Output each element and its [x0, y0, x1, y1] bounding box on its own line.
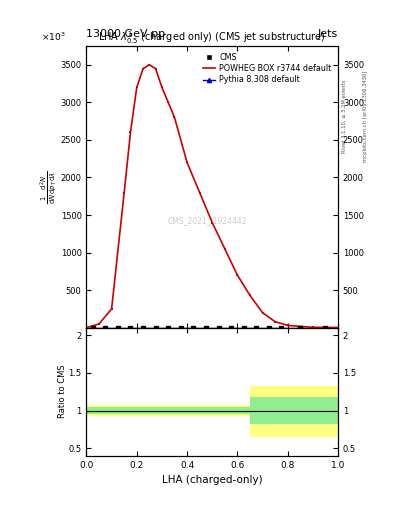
Text: mcplots.cern.ch [arXiv:1306.3436]: mcplots.cern.ch [arXiv:1306.3436]	[363, 71, 368, 162]
Legend: CMS, POWHEG BOX r3744 default, Pythia 8.308 default: CMS, POWHEG BOX r3744 default, Pythia 8.…	[201, 50, 334, 87]
Text: CMS_2021_I1924442: CMS_2021_I1924442	[167, 216, 247, 225]
Title: LHA $\lambda^{1}_{0.5}$ (charged only) (CMS jet substructure): LHA $\lambda^{1}_{0.5}$ (charged only) (…	[98, 29, 326, 46]
Text: 13000 GeV pp: 13000 GeV pp	[86, 29, 165, 39]
Text: $\times 10^3$: $\times 10^3$	[41, 31, 66, 43]
Text: Jets: Jets	[318, 29, 338, 39]
Y-axis label: $\frac{1}{\mathrm{d}N}\frac{\mathrm{d}^2N}{\mathrm{d}p_T\,\mathrm{d}\lambda}$: $\frac{1}{\mathrm{d}N}\frac{\mathrm{d}^2…	[38, 170, 59, 204]
Y-axis label: Ratio to CMS: Ratio to CMS	[58, 365, 67, 418]
X-axis label: LHA (charged-only): LHA (charged-only)	[162, 475, 263, 485]
Text: Rivet 3.1.10, ≥ 3.2M events: Rivet 3.1.10, ≥ 3.2M events	[342, 80, 347, 153]
